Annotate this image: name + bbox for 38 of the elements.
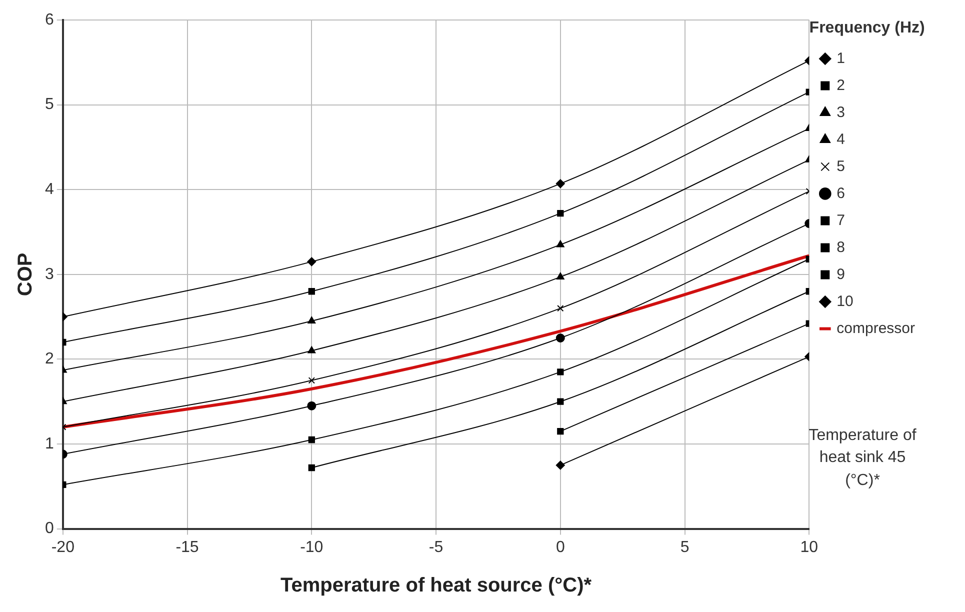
x-tick-label: -10 xyxy=(300,538,324,556)
legend-label: 8 xyxy=(836,238,845,256)
point xyxy=(557,368,564,376)
y-axis-title: COP xyxy=(14,252,37,296)
x-tick-label: -15 xyxy=(176,538,199,556)
x-tick-label: 5 xyxy=(680,538,690,556)
legend-label: compressor xyxy=(836,320,916,337)
y-tick-label: 1 xyxy=(44,435,54,452)
x-tick-label: 10 xyxy=(800,538,818,556)
y-tick-label: 4 xyxy=(44,181,54,198)
point xyxy=(557,398,564,405)
legend-label: 9 xyxy=(836,266,845,283)
legend-label: 4 xyxy=(836,130,845,148)
legend-label: 3 xyxy=(836,104,845,121)
x-tick-label: -5 xyxy=(428,538,444,556)
legend-label: 5 xyxy=(836,158,845,175)
annotation: Temperature of heat sink 45 (°C)* xyxy=(808,426,918,491)
y-tick-label: 2 xyxy=(44,350,54,368)
point xyxy=(557,428,564,435)
y-tick-label: 3 xyxy=(44,266,54,283)
legend-label: 6 xyxy=(836,184,845,202)
legend-label: 7 xyxy=(836,212,845,229)
y-tick-label: 6 xyxy=(44,11,54,28)
point xyxy=(308,377,315,384)
legend-label: 1 xyxy=(836,50,845,67)
y-tick-label: 0 xyxy=(44,520,54,538)
point xyxy=(557,304,564,312)
legend-title: Frequency (Hz) xyxy=(809,19,925,36)
x-axis-title: Temperature of heat source (°C)* xyxy=(280,574,592,597)
point xyxy=(557,210,564,217)
point xyxy=(308,288,315,295)
y-tick-label: 5 xyxy=(44,96,54,114)
point xyxy=(308,436,315,444)
legend-label: 10 xyxy=(836,292,854,310)
x-tick-label: -20 xyxy=(51,538,75,556)
point xyxy=(308,464,315,472)
x-tick-label: 0 xyxy=(556,538,565,556)
legend-label: 2 xyxy=(836,76,845,94)
